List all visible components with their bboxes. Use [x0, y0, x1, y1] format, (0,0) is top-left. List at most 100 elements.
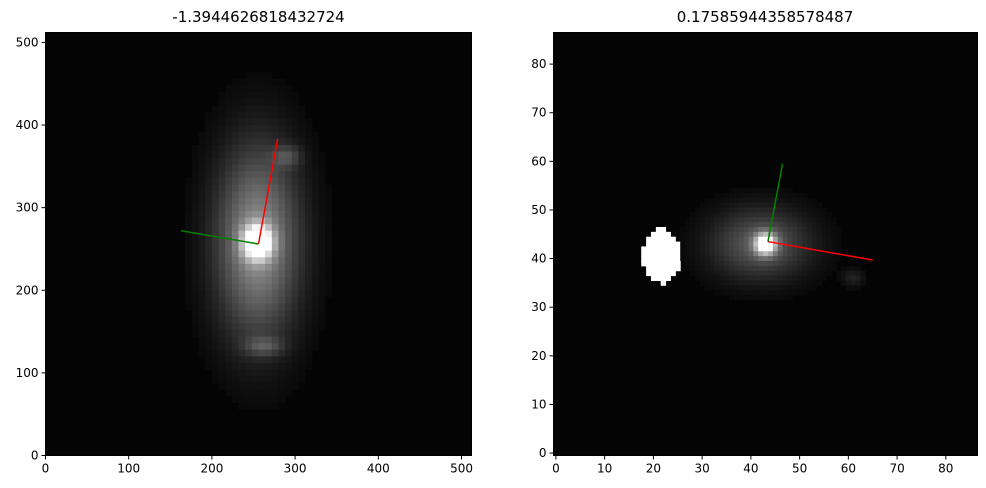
image-pixel	[753, 207, 759, 213]
image-pixel	[767, 231, 774, 238]
image-pixel	[748, 231, 754, 238]
image-pixel	[709, 197, 715, 204]
image-pixel	[211, 362, 220, 371]
image-pixel	[660, 241, 667, 247]
image-pixel	[325, 204, 333, 212]
image-pixel	[198, 250, 206, 258]
image-pixel	[211, 164, 220, 172]
image-pixel	[238, 277, 246, 285]
image-pixel	[787, 202, 793, 209]
image-pixel	[305, 230, 313, 238]
image-pixel	[271, 85, 279, 93]
image-pixel	[271, 257, 279, 265]
image-pixel	[787, 290, 793, 296]
y-tick-label: 500	[16, 35, 39, 49]
image-pixel	[278, 151, 286, 159]
image-pixel	[792, 251, 798, 257]
image-pixel	[265, 158, 273, 166]
image-pixel	[271, 303, 279, 311]
image-pixel	[728, 202, 735, 209]
image-pixel	[748, 197, 754, 204]
image-pixel	[245, 244, 253, 252]
image-pixel	[205, 343, 213, 351]
panel-right-title: 0.17585944358578487	[677, 8, 854, 26]
image-pixel	[748, 290, 754, 296]
image-pixel	[802, 202, 808, 209]
image-pixel	[816, 226, 823, 233]
image-pixel	[806, 261, 813, 267]
image-pixel	[265, 72, 273, 80]
image-pixel	[685, 231, 691, 238]
image-pixel	[767, 241, 774, 247]
image-pixel	[211, 283, 220, 291]
image-pixel	[278, 303, 286, 311]
image-pixel	[225, 343, 233, 351]
image-pixel	[251, 151, 259, 159]
image-pixel	[218, 356, 226, 364]
image-pixel	[258, 151, 266, 159]
image-pixel	[753, 236, 759, 243]
image-pixel	[753, 290, 759, 296]
image-pixel	[258, 310, 266, 318]
image-pixel	[772, 265, 779, 272]
image-pixel	[797, 290, 803, 296]
image-pixel	[211, 217, 220, 225]
image-pixel	[245, 177, 253, 186]
image-pixel	[325, 244, 333, 252]
image-pixel	[689, 222, 696, 228]
image-pixel	[185, 296, 193, 304]
image-pixel	[311, 250, 319, 258]
image-pixel	[278, 210, 286, 219]
image-pixel	[733, 285, 740, 291]
image-pixel	[245, 197, 253, 205]
image-pixel	[271, 191, 279, 199]
image-pixel	[797, 285, 803, 291]
image-pixel	[231, 263, 240, 271]
image-pixel	[238, 171, 246, 179]
image-pixel	[806, 212, 813, 218]
image-pixel	[714, 241, 720, 247]
image-pixel	[238, 131, 246, 139]
image-pixel	[318, 296, 326, 304]
image-pixel	[680, 256, 686, 262]
image-pixel	[318, 191, 326, 199]
image-pixel	[278, 270, 286, 278]
image-pixel	[816, 222, 823, 228]
image-pixel	[850, 265, 857, 272]
image-pixel	[728, 295, 735, 301]
image-pixel	[767, 246, 774, 252]
image-pixel	[238, 217, 246, 225]
image-pixel	[743, 280, 749, 286]
image-pixel	[850, 275, 857, 281]
image-pixel	[748, 256, 754, 262]
image-pixel	[665, 251, 671, 257]
image-pixel	[291, 111, 299, 119]
image-pixel	[245, 224, 253, 232]
image-pixel	[238, 191, 246, 199]
image-pixel	[278, 382, 286, 390]
image-pixel	[211, 336, 220, 344]
image-pixel	[291, 210, 299, 219]
image-pixel	[782, 231, 788, 238]
image-pixel	[689, 226, 696, 233]
image-pixel	[231, 237, 240, 245]
image-pixel	[709, 217, 715, 223]
image-pixel	[211, 191, 220, 199]
image-pixel	[198, 171, 206, 179]
image-pixel	[758, 236, 764, 243]
image-pixel	[225, 105, 233, 113]
image-pixel	[238, 151, 246, 159]
image-pixel	[218, 382, 226, 390]
image-pixel	[753, 275, 759, 281]
image-pixel	[211, 343, 220, 351]
image-pixel	[753, 251, 759, 257]
image-pixel	[816, 246, 823, 252]
image-pixel	[231, 158, 240, 166]
image-pixel	[285, 164, 293, 172]
image-pixel	[211, 125, 220, 133]
image-pixel	[245, 250, 253, 258]
image-pixel	[763, 265, 769, 272]
image-pixel	[191, 164, 200, 172]
image-pixel	[311, 151, 319, 159]
image-pixel	[258, 131, 266, 139]
